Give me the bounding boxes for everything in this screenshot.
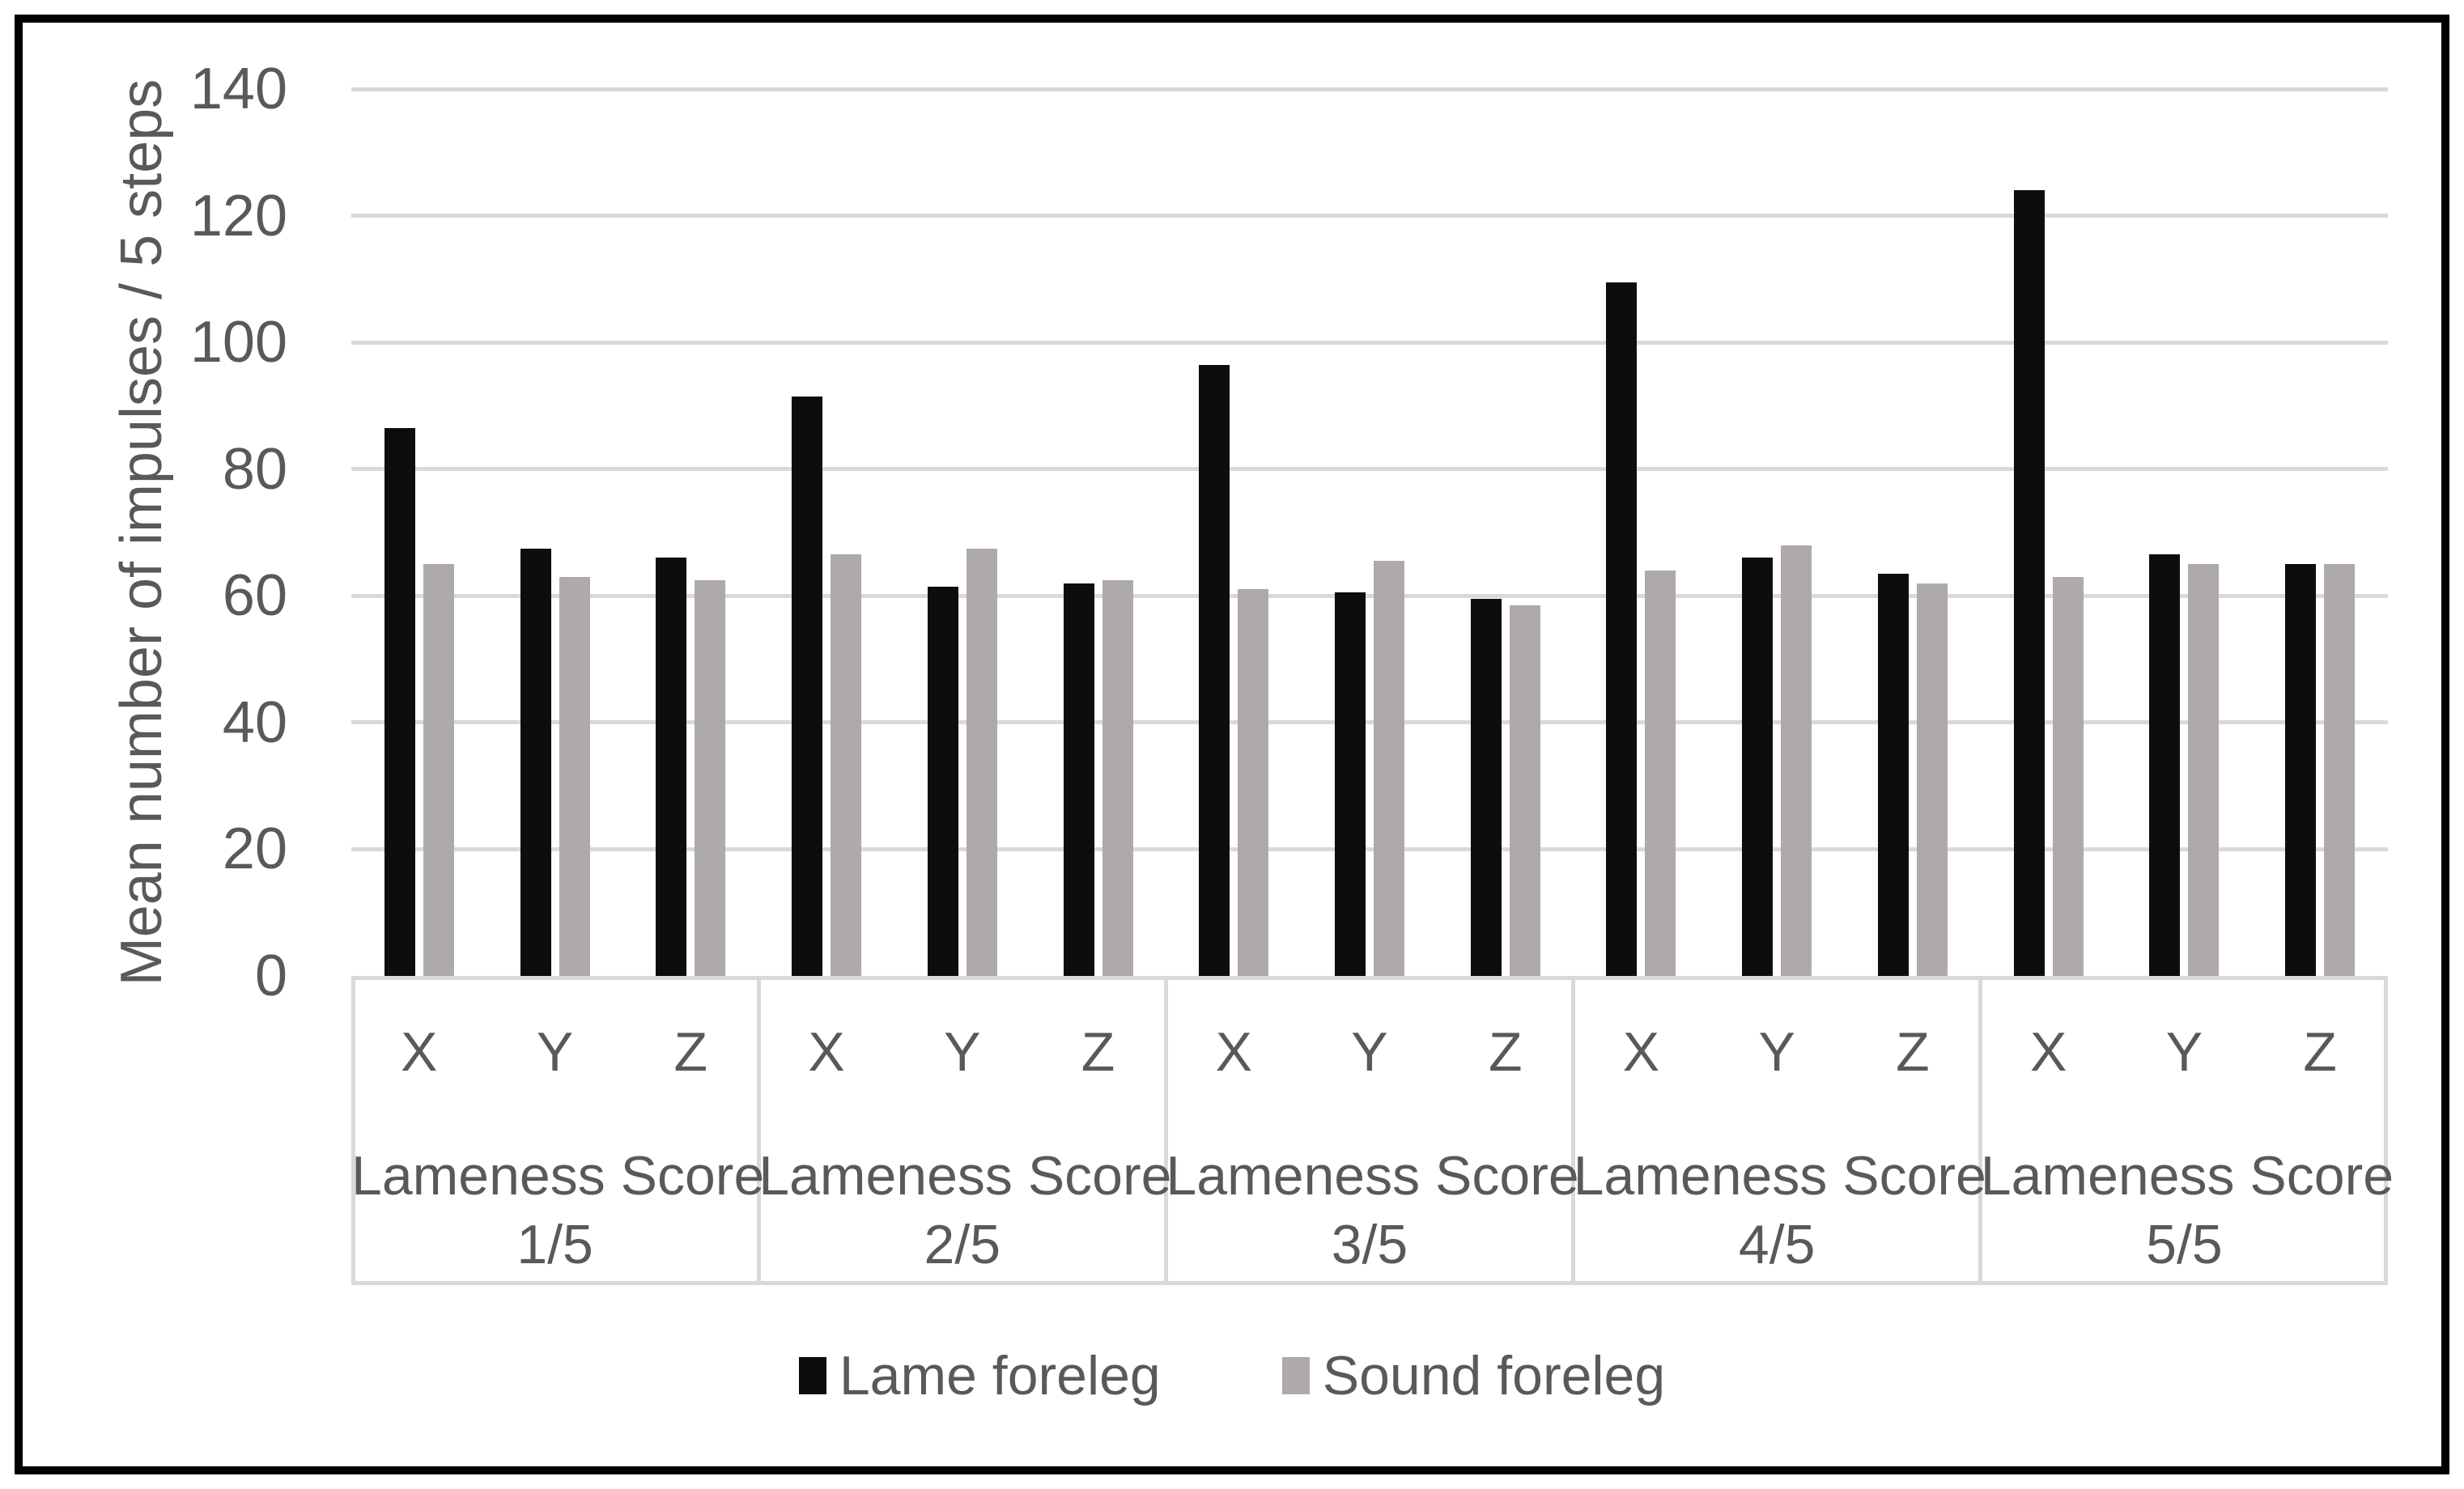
- sound-foreleg-bar: [2052, 576, 2084, 976]
- group-label-line1: Lameness Score: [351, 1145, 765, 1207]
- category-label-x: X: [2029, 1021, 2067, 1083]
- lame-foreleg-bar: [384, 427, 415, 976]
- lame-foreleg-bar: [1199, 364, 1230, 976]
- gridline: [351, 87, 2388, 91]
- category-label-z: Z: [673, 1021, 708, 1083]
- category-divider: [1163, 976, 1168, 1285]
- y-axis-tick-label: 100: [189, 310, 287, 375]
- y-axis-tick-label: 120: [189, 183, 287, 248]
- sound-foreleg-bar: [2188, 564, 2220, 976]
- sound-foreleg-swatch: [1281, 1357, 1310, 1394]
- lame-foreleg-bar: [2285, 564, 2317, 976]
- sound-foreleg-bar: [559, 576, 590, 976]
- category-label-z: Z: [1081, 1021, 1115, 1083]
- legend-label-lame-foreleg: Lame foreleg: [839, 1345, 1161, 1406]
- sound-foreleg-bar: [831, 554, 862, 976]
- lame-foreleg-bar: [1335, 592, 1366, 976]
- gridline: [351, 467, 2388, 472]
- lame-foreleg-bar: [2013, 190, 2045, 976]
- gridline: [351, 340, 2388, 345]
- sound-foreleg-bar: [2324, 564, 2356, 976]
- lame-foreleg-bar: [927, 586, 958, 976]
- group-label-line2: 5/5: [2146, 1214, 2223, 1275]
- y-axis-tick-label: 0: [254, 944, 287, 1008]
- gridline: [351, 593, 2388, 598]
- lame-foreleg-bar: [2149, 554, 2181, 976]
- legend-item-lame-foreleg: Lame foreleg: [798, 1345, 1161, 1406]
- legend: Lame foreleg Sound foreleg: [23, 1345, 2441, 1406]
- lame-foreleg-bar: [520, 548, 551, 976]
- category-divider: [756, 976, 761, 1285]
- lame-foreleg-bar: [1470, 599, 1502, 976]
- legend-item-sound-foreleg: Sound foreleg: [1281, 1345, 1666, 1406]
- y-axis-tick-label: 80: [222, 436, 287, 502]
- sound-foreleg-bar: [1781, 545, 1812, 976]
- lame-foreleg-bar: [792, 396, 823, 976]
- group-label-line2: 4/5: [1738, 1214, 1816, 1275]
- group-label-line2: 1/5: [516, 1214, 593, 1275]
- category-label-y: Y: [1351, 1021, 1388, 1083]
- category-label-y: Y: [1758, 1021, 1795, 1083]
- lame-foreleg-bar: [1877, 573, 1909, 976]
- group-label-line2: 2/5: [924, 1214, 1001, 1275]
- category-label-y: Y: [536, 1021, 574, 1083]
- sound-foreleg-bar: [1102, 579, 1133, 976]
- category-label-x: X: [1622, 1021, 1660, 1083]
- y-axis-title: Mean number of impulses / 5 steps: [109, 78, 174, 986]
- category-divider: [1978, 976, 1983, 1285]
- gridline: [351, 846, 2388, 851]
- lame-foreleg-bar: [656, 558, 687, 976]
- category-label-z: Z: [2303, 1021, 2337, 1083]
- sound-foreleg-bar: [1645, 570, 1676, 976]
- sound-foreleg-bar: [1509, 605, 1540, 976]
- y-axis-tick-label: 60: [222, 563, 287, 629]
- group-label-line1: Lameness Score: [1573, 1145, 1986, 1207]
- lame-foreleg-swatch: [798, 1357, 826, 1394]
- group-label-line1: Lameness Score: [758, 1145, 1172, 1207]
- lame-foreleg-bar: [1063, 583, 1094, 976]
- sound-foreleg-bar: [1238, 589, 1269, 976]
- lame-foreleg-bar: [1742, 558, 1774, 976]
- sound-foreleg-bar: [695, 579, 726, 976]
- sound-foreleg-bar: [1374, 561, 1404, 976]
- lame-foreleg-bar: [1606, 282, 1638, 976]
- category-label-x: X: [808, 1021, 845, 1083]
- category-axis-box: [351, 976, 2388, 1285]
- gridline: [351, 720, 2388, 725]
- y-axis-tick-label: 40: [222, 689, 287, 755]
- sound-foreleg-bar: [966, 548, 997, 976]
- group-label-line1: Lameness Score: [1166, 1145, 1579, 1207]
- sound-foreleg-bar: [1916, 583, 1948, 976]
- category-label-x: X: [1215, 1021, 1252, 1083]
- category-label-y: Y: [944, 1021, 981, 1083]
- category-divider: [1571, 976, 1576, 1285]
- sound-foreleg-bar: [423, 564, 454, 976]
- category-label-x: X: [401, 1021, 438, 1083]
- y-axis-tick-label: 20: [222, 817, 287, 882]
- group-label-line2: 3/5: [1331, 1214, 1408, 1275]
- category-label-y: Y: [2165, 1021, 2203, 1083]
- legend-label-sound-foreleg: Sound foreleg: [1322, 1345, 1666, 1406]
- gridline: [351, 214, 2388, 218]
- group-label-line1: Lameness Score: [1980, 1145, 2394, 1207]
- category-label-z: Z: [1896, 1021, 1930, 1083]
- y-axis-tick-label: 140: [189, 57, 287, 121]
- category-label-z: Z: [1488, 1021, 1523, 1083]
